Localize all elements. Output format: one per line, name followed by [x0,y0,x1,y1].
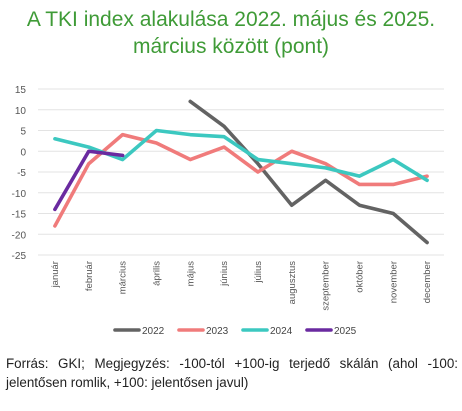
x-tick-label: március [118,261,129,295]
x-tick-label: december [422,261,433,303]
y-tick-label: 15 [15,85,27,96]
x-tick-label: május [185,261,196,287]
series-line-2022 [188,99,429,245]
legend-label-2025: 2025 [334,326,357,337]
y-tick-label: -10 [12,189,27,200]
legend-label-2022: 2022 [142,326,165,337]
line-chart: 15 10 5 0 -5 -10 -15 -20 -25 január február március… [12,85,444,337]
x-tick-label: október [354,261,365,293]
y-tick-label: 0 [20,147,26,158]
chart-title: A TKI index alakulása 2022. május és 202… [0,6,462,60]
y-tick-label: -5 [17,168,26,179]
y-tick-label: -15 [12,210,27,221]
x-tick-label: január [50,261,61,288]
x-tick-label: július [253,261,264,284]
y-tick-label: -25 [12,251,27,262]
series-line-2023 [53,132,429,228]
chart-title-line-2: március között (pont) [132,35,330,58]
legend-label-2024: 2024 [270,326,293,337]
y-tick-label: 5 [20,127,26,138]
x-tick-label: június [219,261,230,287]
x-tick-label: szeptember [321,261,332,311]
source-note: Forrás: GKI; Megjegyzés: -100-tól +100-i… [6,356,458,390]
chart-title-line-1: A TKI index alakulása 2022. május és 202… [26,8,436,31]
y-tick-label: -20 [12,230,27,241]
y-tick-label: 10 [15,106,27,117]
series-line-2024 [53,128,429,183]
x-tick-label: február [84,261,95,291]
x-tick-label: augusztus [287,261,298,305]
x-tick-label: november [388,261,399,303]
series-line-2025 [53,149,125,212]
legend-label-2023: 2023 [206,326,229,337]
x-tick-label: április [151,261,162,286]
